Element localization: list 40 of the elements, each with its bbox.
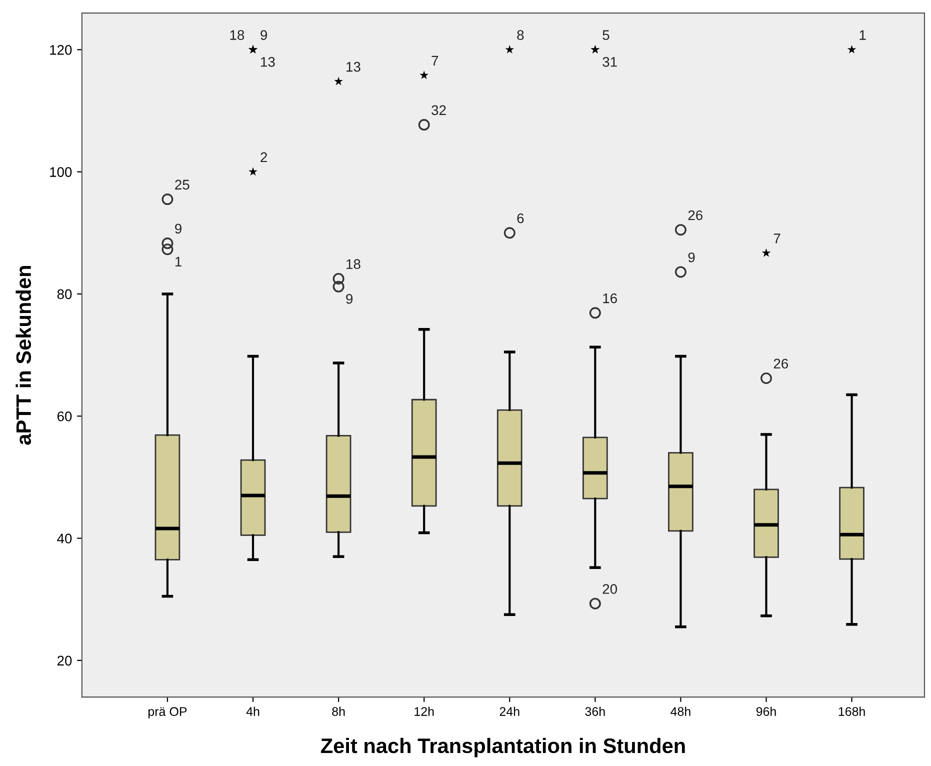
x-tick-label: 12h: [414, 706, 434, 716]
y-tick-label: 40: [57, 534, 72, 544]
x-tick-label: 4h: [246, 706, 260, 716]
annotation: 25: [175, 180, 190, 190]
annotation: 26: [774, 358, 788, 369]
annotation: 9: [688, 252, 695, 262]
annotation: 18: [346, 259, 360, 270]
annotation: 7: [432, 56, 438, 66]
y-tick-label: 20: [57, 656, 72, 666]
annotation: 16: [603, 293, 617, 304]
annotation: 9: [346, 294, 353, 304]
x-tick-label: 96h: [756, 706, 776, 716]
annotation: 13: [261, 56, 275, 67]
y-axis-title: aPTT in Sekunden: [16, 266, 32, 445]
x-tick-label: 8h: [332, 706, 345, 716]
x-tick-label: 36h: [585, 706, 605, 716]
x-axis-title: Zeit nach Transplantation in Stunden: [320, 738, 685, 758]
annotation: 32: [432, 105, 446, 116]
annotation: 26: [688, 210, 702, 220]
x-tick-label: 168h: [838, 706, 865, 716]
annotation: 9: [175, 224, 182, 234]
y-tick-label: 120: [50, 45, 72, 55]
annotation: 7: [774, 234, 780, 244]
annotation: 1: [175, 256, 182, 266]
annotation: 1: [860, 30, 866, 40]
y-tick-label: 100: [50, 167, 72, 177]
annotation: 13: [346, 62, 360, 72]
y-tick-label: 80: [57, 289, 72, 300]
x-tick-label: 48h: [670, 706, 690, 716]
annotation: 31: [602, 56, 617, 67]
annotation: 8: [517, 30, 524, 40]
annotation: 20: [602, 584, 618, 594]
annotation: 18: [230, 30, 244, 40]
annotation: 9: [260, 30, 268, 40]
x-tick-label: 24h: [500, 706, 520, 716]
y-tick-label: 60: [57, 411, 72, 422]
annotation: 5: [602, 30, 610, 40]
annotation: 6: [517, 213, 524, 224]
annotation: 2: [260, 152, 267, 162]
x-tick-label: prä OP: [148, 707, 187, 718]
